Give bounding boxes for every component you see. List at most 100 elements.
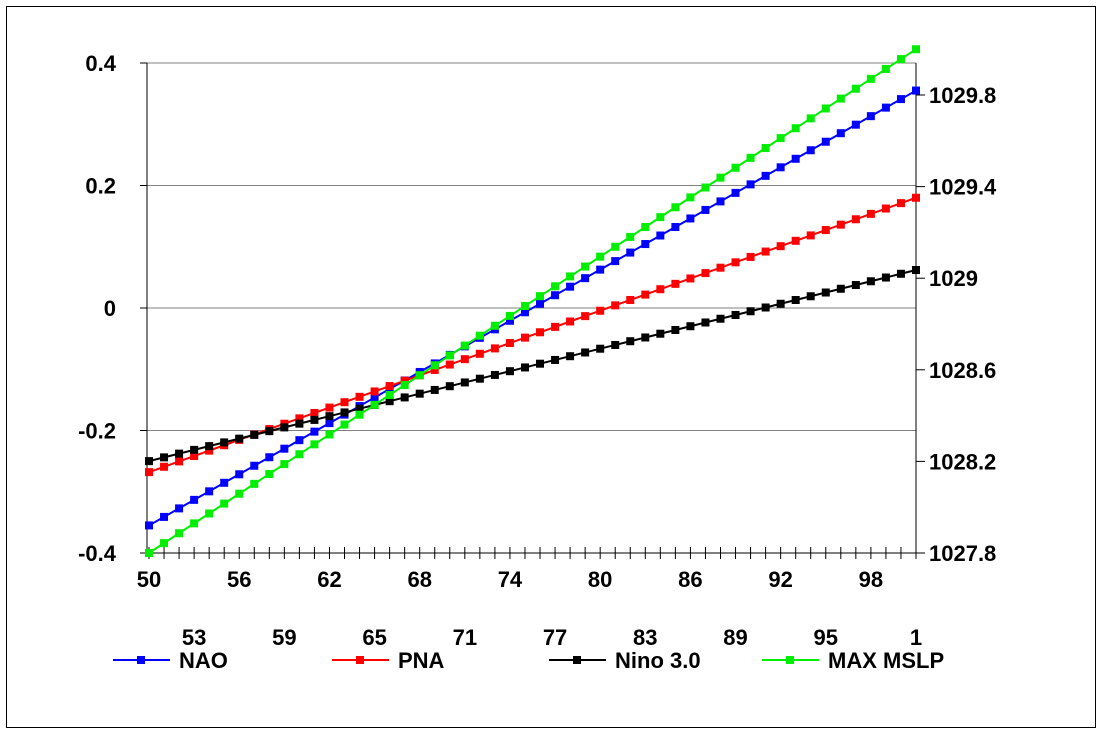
data-point <box>235 435 243 443</box>
data-point <box>476 350 484 358</box>
legend-swatch-marker <box>786 656 794 664</box>
data-point <box>190 446 198 454</box>
gridlines <box>147 63 916 431</box>
data-point <box>807 292 815 300</box>
data-point <box>341 421 349 429</box>
data-point <box>416 390 424 398</box>
data-point <box>431 386 439 394</box>
data-point <box>671 326 679 334</box>
data-point <box>837 129 845 137</box>
data-point <box>265 427 273 435</box>
data-point <box>446 351 454 359</box>
data-point <box>476 375 484 383</box>
data-point <box>310 428 318 436</box>
data-point <box>611 301 619 309</box>
x-tick-label: 68 <box>407 567 431 592</box>
data-point <box>581 348 589 356</box>
x-tick-label: 80 <box>588 567 612 592</box>
data-point <box>521 334 529 342</box>
series-max-mslp <box>145 45 920 557</box>
data-point <box>160 453 168 461</box>
series-nino-3-0 <box>145 266 920 465</box>
y-right-tick-label: 1029.4 <box>929 175 997 200</box>
data-point <box>686 193 694 201</box>
data-point <box>807 114 815 122</box>
x-tick-label: 59 <box>272 625 296 650</box>
legend-item: MAX MSLP <box>762 648 944 673</box>
data-point <box>596 345 604 353</box>
data-point <box>205 487 213 495</box>
data-point <box>807 146 815 154</box>
y-right-tick-label: 1027.8 <box>929 541 996 566</box>
data-point <box>671 203 679 211</box>
legend-label: Nino 3.0 <box>615 648 701 673</box>
data-point <box>160 513 168 521</box>
data-point <box>867 210 875 218</box>
data-point <box>325 419 333 427</box>
data-point <box>295 420 303 428</box>
data-point <box>641 291 649 299</box>
legend-item: PNA <box>332 648 445 673</box>
data-point <box>461 378 469 386</box>
data-point <box>250 480 258 488</box>
x-tick-label: 95 <box>814 625 838 650</box>
data-point <box>536 328 544 336</box>
data-point <box>837 221 845 229</box>
data-point <box>671 280 679 288</box>
data-point <box>792 155 800 163</box>
x-tick-label: 89 <box>723 625 747 650</box>
data-point <box>611 341 619 349</box>
data-point <box>521 302 529 310</box>
data-point <box>701 318 709 326</box>
data-point <box>867 277 875 285</box>
data-point <box>280 423 288 431</box>
data-point <box>566 352 574 360</box>
legend-swatch-marker <box>137 656 145 664</box>
data-point <box>356 411 364 419</box>
data-point <box>175 504 183 512</box>
data-point <box>747 307 755 315</box>
tick-labels: 0.4 0.2 0 -0.2 -0.4 1029.8 1029.4 1029 1028.6 102… <box>78 51 997 650</box>
data-point <box>882 65 890 73</box>
x-tick-label: 86 <box>678 567 702 592</box>
data-point <box>852 281 860 289</box>
data-point <box>250 462 258 470</box>
data-point <box>852 85 860 93</box>
data-point <box>777 242 785 250</box>
data-point <box>897 95 905 103</box>
data-point <box>401 381 409 389</box>
data-point <box>506 339 514 347</box>
data-point <box>310 440 318 448</box>
data-point <box>686 214 694 222</box>
data-point <box>431 361 439 369</box>
legend: NAO PNA Nino 3.0 MAX MSLP <box>113 648 944 673</box>
data-point <box>747 253 755 261</box>
data-point <box>250 431 258 439</box>
data-point <box>581 312 589 320</box>
data-point <box>205 509 213 517</box>
x-tick-label: 65 <box>362 625 386 650</box>
data-point <box>521 363 529 371</box>
legend-item: Nino 3.0 <box>549 648 701 673</box>
data-point <box>701 269 709 277</box>
y-left-tick-label: 0.2 <box>85 174 116 199</box>
y-left-tick-label: 0 <box>104 296 116 321</box>
data-point <box>446 361 454 369</box>
data-point <box>416 371 424 379</box>
data-point <box>280 445 288 453</box>
data-point <box>356 393 364 401</box>
data-point <box>566 317 574 325</box>
data-point <box>596 307 604 315</box>
data-point <box>325 404 333 412</box>
data-point <box>822 226 830 234</box>
data-point <box>476 332 484 340</box>
x-tick-label: 53 <box>182 625 206 650</box>
data-point <box>506 367 514 375</box>
data-point <box>325 412 333 420</box>
data-point <box>732 189 740 197</box>
y-left-tick-label: -0.4 <box>78 541 117 566</box>
data-point <box>386 382 394 390</box>
y-right-tick-label: 1028.6 <box>929 358 996 383</box>
data-point <box>491 322 499 330</box>
data-point <box>867 112 875 120</box>
